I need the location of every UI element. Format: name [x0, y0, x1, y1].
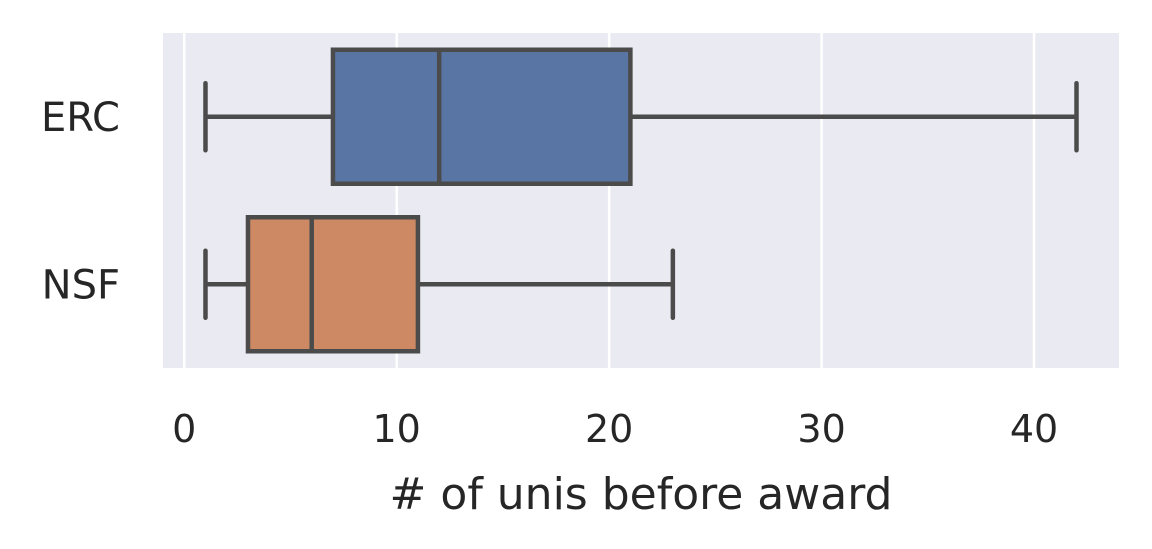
- y-category-label-erc: ERC: [41, 95, 120, 141]
- x-tick-label-20: 20: [585, 407, 633, 451]
- iqr-box-erc: [330, 47, 633, 186]
- box-erc: [203, 47, 1079, 186]
- x-axis-label: # of unis before award: [390, 469, 893, 520]
- x-tick-label-10: 10: [373, 407, 421, 451]
- x-tick-label-30: 30: [797, 407, 845, 451]
- iqr-box-nsf: [245, 215, 421, 354]
- x-tick-labels: 0 10 20 30 40: [172, 407, 1058, 451]
- boxes: [203, 47, 1079, 354]
- x-tick-label-0: 0: [172, 407, 196, 451]
- x-tick-label-40: 40: [1010, 407, 1058, 451]
- box-nsf: [203, 215, 676, 354]
- y-category-label-nsf: NSF: [42, 262, 120, 308]
- y-category-labels: ERC NSF: [41, 95, 120, 309]
